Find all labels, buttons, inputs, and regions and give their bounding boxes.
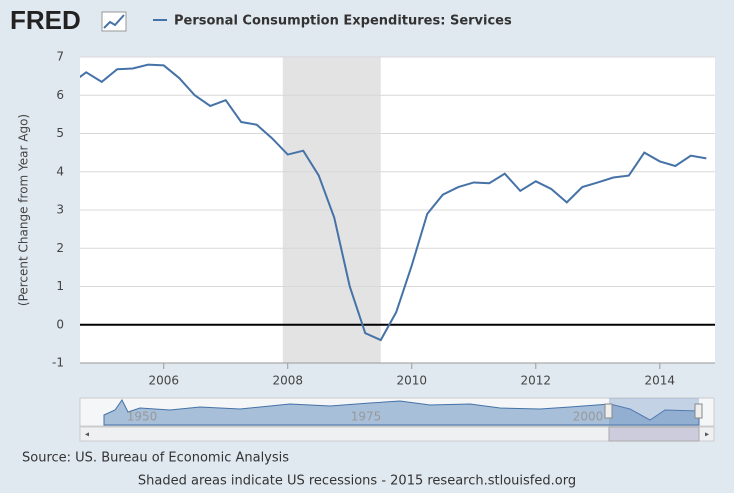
svg-text:◂: ◂ (85, 430, 89, 439)
navigator-label: 1950 (127, 410, 158, 424)
y-tick-label: 0 (56, 317, 64, 331)
y-tick-label: 5 (56, 126, 64, 140)
series-line (80, 63, 707, 342)
note: Shaded areas indicate US recessions - 20… (138, 474, 576, 489)
svg-text:▸: ▸ (705, 430, 709, 439)
y-axis-label: (Percent Change from Year Ago) (17, 114, 31, 306)
navigator-label: 1975 (351, 410, 382, 424)
y-tick-label: 6 (56, 88, 64, 102)
navigator-label: 2000 (573, 410, 604, 424)
x-tick-label: 2010 (396, 374, 427, 388)
y-tick-label: 1 (56, 279, 64, 293)
x-tick-label: 2006 (148, 374, 179, 388)
x-tick-label: 2014 (645, 374, 676, 388)
x-tick-label: 2008 (272, 374, 303, 388)
y-tick-label: 4 (56, 164, 64, 178)
logo-icon (101, 11, 127, 32)
source: Source: US. Bureau of Economic Analysis (22, 451, 289, 466)
logo: FRED (10, 5, 81, 35)
y-tick-label: 3 (56, 203, 64, 217)
x-tick-label: 2012 (521, 374, 552, 388)
legend-entry[interactable]: Personal Consumption Expenditures: Servi… (174, 14, 512, 29)
y-tick-label: -1 (52, 356, 64, 370)
navigator: ◂ ▸ (79, 397, 715, 442)
y-tick-label: 7 (56, 50, 64, 64)
y-tick-label: 2 (56, 241, 64, 255)
